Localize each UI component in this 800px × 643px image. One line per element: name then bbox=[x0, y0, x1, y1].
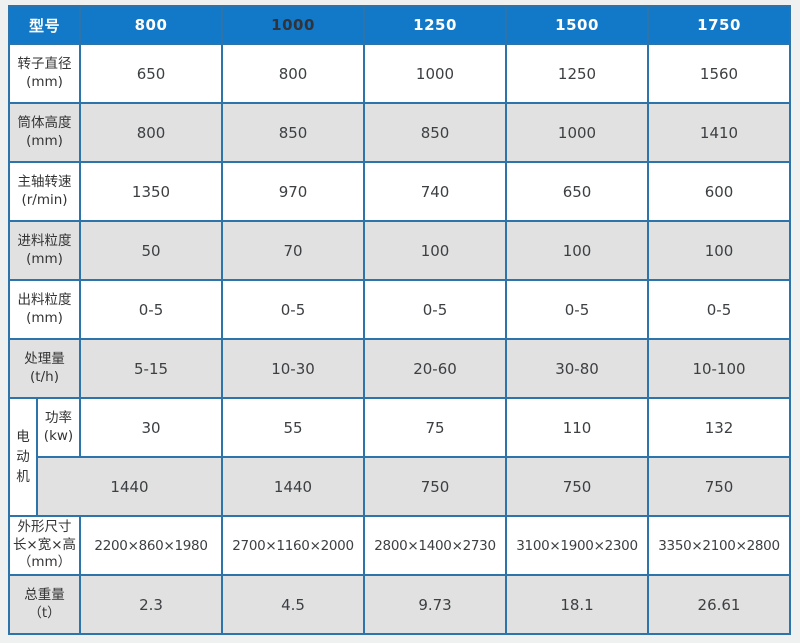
cell-value: 0-5 bbox=[363, 279, 508, 340]
cell-value: 1000 bbox=[363, 43, 508, 104]
row-label: 外形尺寸 长×宽×高 （mm） bbox=[7, 515, 82, 576]
cell-value: 3350×2100×2800 bbox=[647, 515, 792, 576]
cell-value: 650 bbox=[505, 161, 650, 222]
row-label: 筒体高度 (mm) bbox=[7, 102, 82, 163]
cell-value: 2800×1400×2730 bbox=[363, 515, 508, 576]
cell-value: 1410 bbox=[647, 102, 792, 163]
cell-value: 5-15 bbox=[79, 338, 224, 399]
cell-value: 55 bbox=[221, 397, 366, 458]
cell-value: 740 bbox=[363, 161, 508, 222]
table-row-capacity: 处理量 (t/h) 5-15 10-30 20-60 30-80 10-100 bbox=[7, 338, 792, 399]
cell-value: 100 bbox=[647, 220, 792, 281]
cell-value: 110 bbox=[505, 397, 650, 458]
cell-value: 100 bbox=[505, 220, 650, 281]
cell-value: 2200×860×1980 bbox=[79, 515, 224, 576]
cell-value: 100 bbox=[363, 220, 508, 281]
table-row-feed-size: 进料粒度 (mm) 50 70 100 100 100 bbox=[7, 220, 792, 281]
cell-value: 970 bbox=[221, 161, 366, 222]
header-cell-1000: 1000 bbox=[221, 5, 366, 45]
table-row-dimensions: 外形尺寸 长×宽×高 （mm） 2200×860×1980 2700×1160×… bbox=[7, 515, 792, 576]
row-label: 处理量 (t/h) bbox=[7, 338, 82, 399]
cell-value: 850 bbox=[363, 102, 508, 163]
cell-value: 4.5 bbox=[221, 574, 366, 635]
cell-value: 800 bbox=[221, 43, 366, 104]
cell-value: 10-100 bbox=[647, 338, 792, 399]
cell-value: 1000 bbox=[505, 102, 650, 163]
cell-value: 1440 bbox=[221, 456, 366, 517]
cell-value: 750 bbox=[647, 456, 792, 517]
cell-value: 1560 bbox=[647, 43, 792, 104]
cell-value: 0-5 bbox=[221, 279, 366, 340]
cell-value: 1350 bbox=[79, 161, 224, 222]
row-label: 转子直径 (mm) bbox=[7, 43, 82, 104]
cell-value: 75 bbox=[363, 397, 508, 458]
row-label: 进料粒度 (mm) bbox=[7, 220, 82, 281]
cell-value: 1440 bbox=[35, 456, 224, 517]
table-row-rotor-diameter: 转子直径 (mm) 650 800 1000 1250 1560 bbox=[7, 43, 792, 104]
cell-value: 650 bbox=[79, 43, 224, 104]
header-cell-800: 800 bbox=[79, 5, 224, 45]
cell-value: 750 bbox=[363, 456, 508, 517]
table-row-motor-speed: 1440 1440 750 750 750 bbox=[9, 456, 792, 517]
table-row-spindle-speed: 主轴转速 (r/min) 1350 970 740 650 600 bbox=[7, 161, 792, 222]
cell-value: 1250 bbox=[505, 43, 650, 104]
cell-value: 26.61 bbox=[647, 574, 792, 635]
table-row-total-weight: 总重量 （t） 2.3 4.5 9.73 18.1 26.61 bbox=[7, 574, 792, 635]
motor-group-label: 电动机 bbox=[16, 428, 30, 486]
row-label: 出料粒度 (mm) bbox=[7, 279, 82, 340]
cell-value: 0-5 bbox=[79, 279, 224, 340]
table-row-discharge-size: 出料粒度 (mm) 0-5 0-5 0-5 0-5 0-5 bbox=[7, 279, 792, 340]
cell-value: 18.1 bbox=[505, 574, 650, 635]
cell-value: 750 bbox=[505, 456, 650, 517]
cell-value: 0-5 bbox=[505, 279, 650, 340]
header-row: 型号 800 1000 1250 1500 1750 bbox=[7, 5, 792, 45]
cell-value: 800 bbox=[79, 102, 224, 163]
cell-value: 2.3 bbox=[79, 574, 224, 635]
motor-power-label: 功率 (kw) bbox=[35, 397, 82, 458]
cell-value: 9.73 bbox=[363, 574, 508, 635]
cell-value: 10-30 bbox=[221, 338, 366, 399]
header-cell-model: 型号 bbox=[7, 5, 82, 45]
header-cell-1500: 1500 bbox=[505, 5, 650, 45]
cell-value: 20-60 bbox=[363, 338, 508, 399]
spec-table: 型号 800 1000 1250 1500 1750 转子直径 (mm) 650… bbox=[7, 5, 792, 635]
cell-value: 132 bbox=[647, 397, 792, 458]
cell-value: 30-80 bbox=[505, 338, 650, 399]
table-row-cylinder-height: 筒体高度 (mm) 800 850 850 1000 1410 bbox=[7, 102, 792, 163]
cell-value: 850 bbox=[221, 102, 366, 163]
cell-value: 2700×1160×2000 bbox=[221, 515, 366, 576]
cell-value: 0-5 bbox=[647, 279, 792, 340]
row-label: 主轴转速 (r/min) bbox=[7, 161, 82, 222]
cell-value: 3100×1900×2300 bbox=[505, 515, 650, 576]
row-label: 总重量 （t） bbox=[7, 574, 82, 635]
cell-value: 30 bbox=[79, 397, 224, 458]
table-row-motor-power: 电动机 功率 (kw) 30 55 75 110 132 bbox=[8, 397, 792, 517]
motor-group-cell: 电动机 bbox=[8, 397, 38, 517]
cell-value: 50 bbox=[79, 220, 224, 281]
header-cell-1750: 1750 bbox=[647, 5, 792, 45]
cell-value: 600 bbox=[647, 161, 792, 222]
header-cell-1250: 1250 bbox=[363, 5, 508, 45]
cell-value: 70 bbox=[221, 220, 366, 281]
